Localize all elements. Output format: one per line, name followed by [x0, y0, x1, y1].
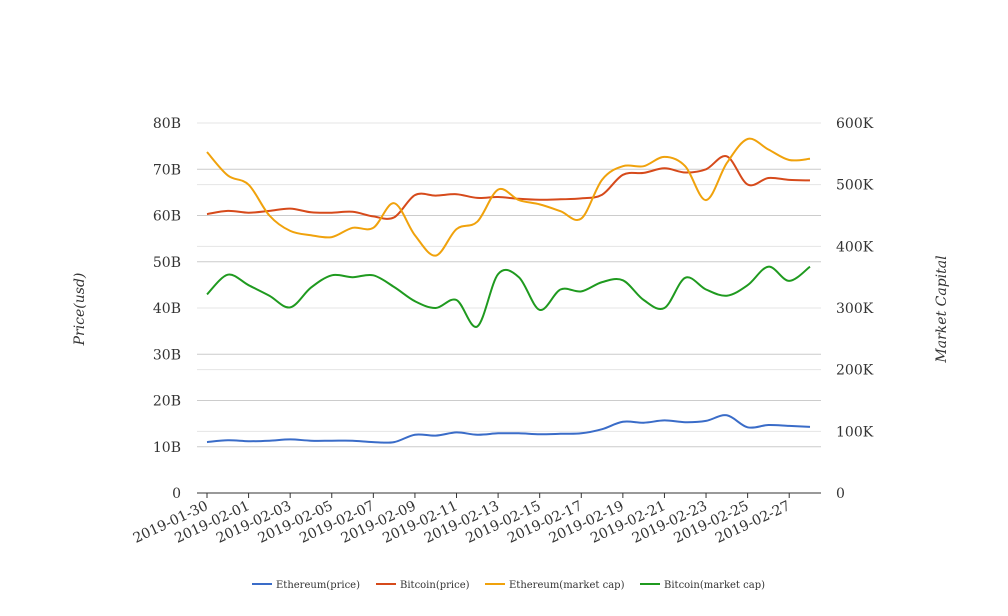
- legend-item-bitcoin-market-cap[interactable]: Bitcoin(market cap): [640, 580, 765, 591]
- grid-lines: [197, 122, 821, 448]
- series-line-bitcoin-market-cap: [206, 265, 811, 328]
- legend-label: Ethereum(price): [276, 580, 360, 591]
- y-left-tick-label: 40B: [153, 301, 181, 317]
- y-left-tick-label: 60B: [153, 209, 181, 225]
- legend-label: Bitcoin(market cap): [664, 580, 765, 591]
- y-axis-right-title: Market Capital: [934, 255, 950, 363]
- y-right-tick-label: 300K: [836, 301, 874, 317]
- y-left-tick-label: 30B: [153, 347, 181, 363]
- series-line-bitcoin-price: [206, 155, 811, 220]
- series-lines: [206, 137, 811, 444]
- y-right-tick-label: 200K: [836, 363, 874, 379]
- legend-item-ethereum-price[interactable]: Ethereum(price): [252, 580, 360, 591]
- y-left-tick-label: 70B: [153, 162, 181, 178]
- y-left-tick-label: 50B: [153, 255, 181, 271]
- y-right-tick-label: 600K: [836, 116, 874, 132]
- y-right-tick-label: 400K: [836, 239, 874, 255]
- series-line-ethereum-price: [206, 414, 811, 444]
- legend[interactable]: Ethereum(price) Bitcoin(price) Ethereum(ma…: [252, 580, 765, 591]
- series-line-ethereum-market-cap: [206, 137, 811, 257]
- y-left-tick-label: 20B: [153, 394, 181, 410]
- y-axis-right: 0 100K 200K 300K 400K 500K 600K: [836, 116, 874, 502]
- legend-label: Ethereum(market cap): [509, 580, 625, 591]
- legend-item-ethereum-market-cap[interactable]: Ethereum(market cap): [485, 580, 625, 591]
- y-axis-left: 0 10B 20B 30B 40B 50B 60B 70B 80B: [153, 116, 181, 502]
- y-left-tick-label: 0: [172, 486, 181, 502]
- legend-item-bitcoin-price[interactable]: Bitcoin(price): [376, 580, 470, 591]
- y-right-tick-label: 0: [836, 486, 845, 502]
- x-axis: 2019-01-302019-02-012019-02-032019-02-05…: [131, 492, 821, 547]
- y-axis-left-title: Price(usd): [72, 273, 88, 347]
- y-left-tick-label: 80B: [153, 116, 181, 132]
- legend-label: Bitcoin(price): [400, 580, 470, 591]
- y-right-tick-label: 100K: [836, 424, 874, 440]
- y-left-tick-label: 10B: [153, 440, 181, 456]
- y-right-tick-label: 500K: [836, 178, 874, 194]
